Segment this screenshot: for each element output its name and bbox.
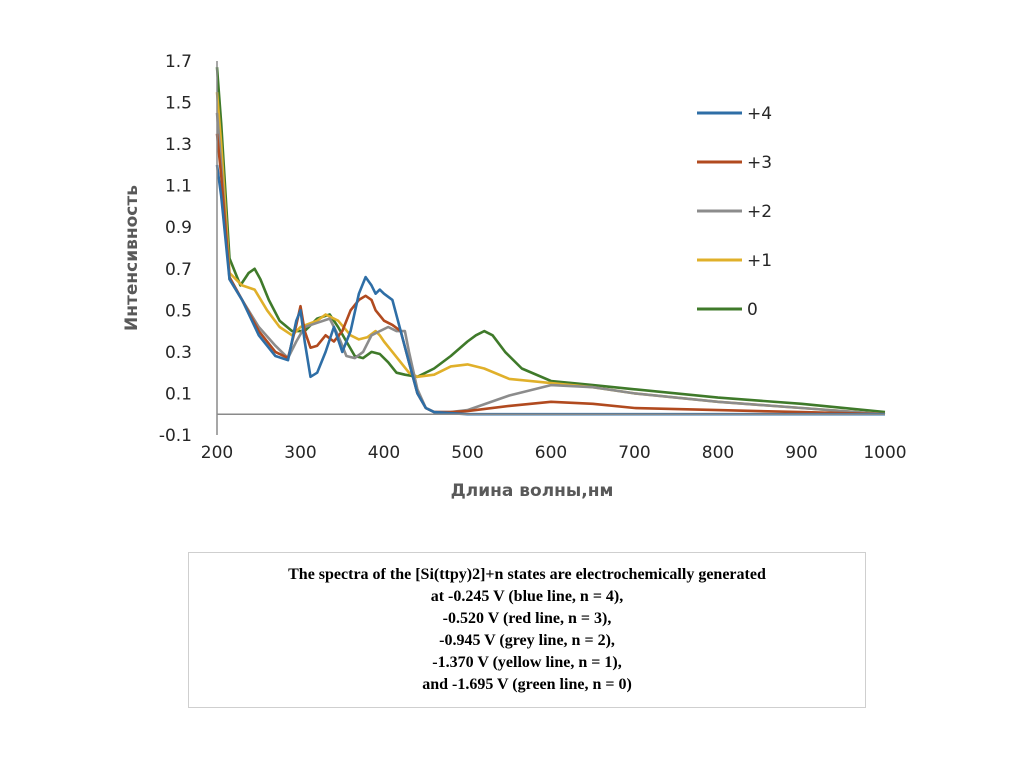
y-tick-label: 0.9	[165, 218, 192, 238]
y-tick-label: -0.1	[159, 426, 192, 446]
legend-label: +1	[747, 251, 772, 271]
x-tick-label: 600	[535, 443, 567, 463]
y-tick-label: 0.5	[165, 301, 192, 321]
spectra-chart: 1.7 1.5 1.3 1.1 0.9 0.7 0.5 0.3 0.1 -0.1 200 300 40…	[122, 52, 907, 501]
series-lines	[215, 67, 886, 416]
series-line	[215, 92, 886, 416]
legend: +4 +3 +2 +1 0	[697, 104, 772, 320]
y-tick-label: 1.5	[165, 94, 192, 114]
series-line	[215, 112, 886, 416]
x-tick-label: 500	[451, 443, 483, 463]
x-tick-label: 1000	[863, 443, 906, 463]
y-tick-label: 1.3	[165, 135, 192, 155]
y-tick-label: 1.7	[165, 52, 192, 72]
caption-line-4: -0.945 V (grey line, n = 2),	[439, 632, 615, 649]
y-axis-title: Интенсивность	[122, 185, 142, 331]
x-tick-label: 200	[201, 443, 233, 463]
y-tick-label: 0.1	[165, 384, 192, 404]
legend-label: +4	[747, 104, 772, 124]
x-axis-ticks: 200 300 400 500 600 700 800 900 1000	[201, 443, 907, 463]
x-tick-label: 800	[702, 443, 734, 463]
x-tick-label: 900	[785, 443, 817, 463]
series-line	[215, 164, 885, 416]
legend-label: +2	[747, 202, 772, 222]
caption-line-3: -0.520 V (red line, n = 3),	[442, 610, 612, 627]
caption-line-2: at -0.245 V (blue line, n = 4),	[430, 588, 624, 605]
y-axis-ticks: 1.7 1.5 1.3 1.1 0.9 0.7 0.5 0.3 0.1 -0.1	[159, 52, 192, 446]
y-tick-label: 0.3	[165, 343, 192, 363]
x-tick-label: 400	[368, 443, 400, 463]
caption-line-1: The spectra of the [Si(ttpy)2]+n states …	[288, 566, 766, 583]
legend-label: 0	[747, 300, 758, 320]
caption-line-5: -1.370 V (yellow line, n = 1),	[432, 654, 622, 671]
series-line	[215, 67, 886, 414]
legend-label: +3	[747, 153, 772, 173]
figure-caption: The spectra of the [Si(ttpy)2]+n states …	[188, 552, 866, 708]
caption-line-6: and -1.695 V (green line, n = 0)	[422, 676, 632, 693]
x-axis-title: Длина волны,нм	[451, 481, 614, 501]
y-tick-label: 1.1	[165, 177, 192, 197]
x-tick-label: 700	[618, 443, 650, 463]
series-line	[215, 133, 886, 416]
x-tick-label: 300	[284, 443, 316, 463]
y-tick-label: 0.7	[165, 260, 192, 280]
